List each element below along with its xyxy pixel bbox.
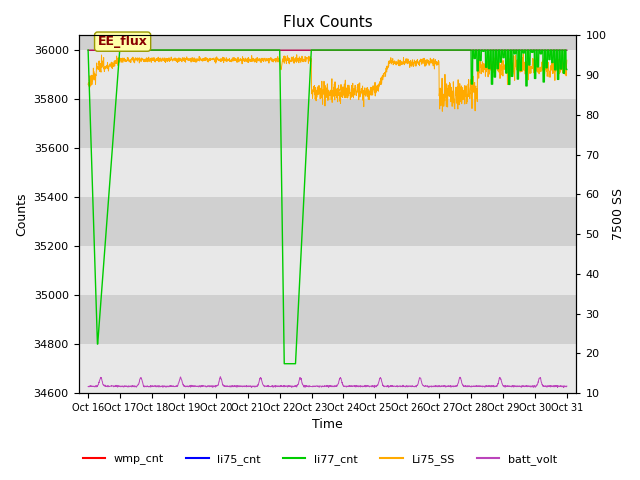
- Bar: [79, 148, 577, 197]
- Y-axis label: 7500 SS: 7500 SS: [612, 188, 625, 240]
- X-axis label: Time: Time: [312, 419, 343, 432]
- Text: EE_flux: EE_flux: [98, 35, 148, 48]
- Y-axis label: Counts: Counts: [15, 192, 28, 236]
- Bar: [79, 246, 577, 295]
- Bar: [79, 50, 577, 99]
- Title: Flux Counts: Flux Counts: [283, 15, 372, 30]
- Legend: wmp_cnt, li75_cnt, li77_cnt, Li75_SS, batt_volt: wmp_cnt, li75_cnt, li77_cnt, Li75_SS, ba…: [78, 450, 562, 469]
- Bar: [79, 344, 577, 393]
